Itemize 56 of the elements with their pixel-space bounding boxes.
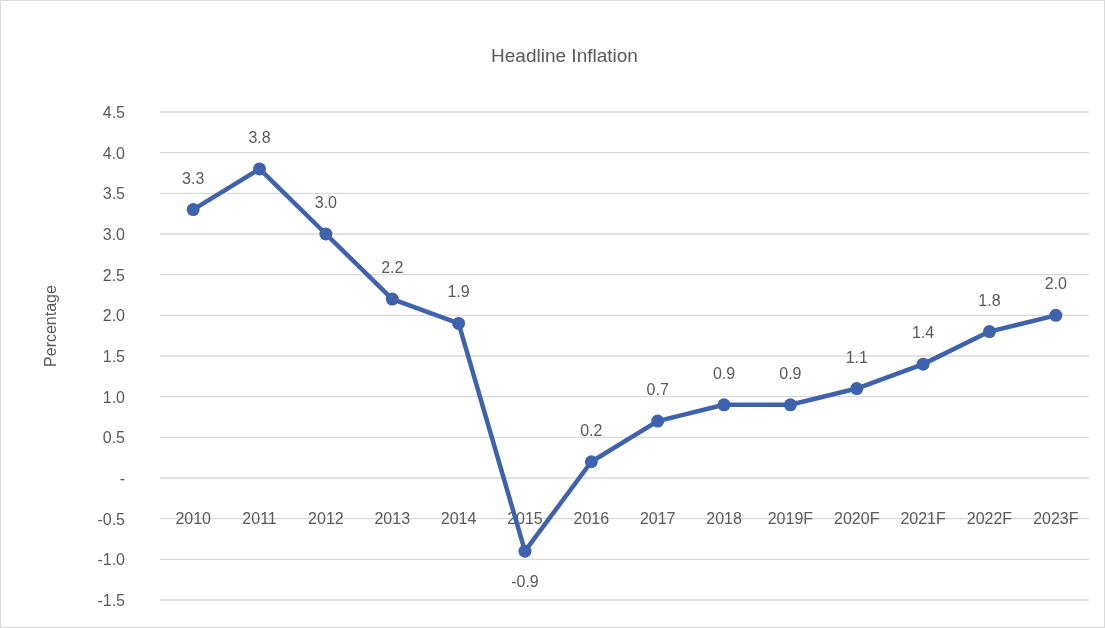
point xyxy=(518,544,532,558)
x-tick-label: 2023F xyxy=(1033,510,1079,527)
x-tick-label: 2021F xyxy=(900,510,947,527)
text: 1.9 xyxy=(447,283,470,301)
y-tick-label: -1.5 xyxy=(97,592,126,609)
point xyxy=(385,292,399,306)
text: -0.9 xyxy=(511,573,539,591)
y-tick-label: -0.5 xyxy=(97,510,126,528)
x-tick-label: 2013 xyxy=(374,510,411,527)
point xyxy=(717,398,731,412)
text: 0.9 xyxy=(712,364,736,382)
x-tick-label: 2017 xyxy=(639,510,676,527)
point xyxy=(850,382,864,396)
x-tick-label: 2012 xyxy=(308,510,344,527)
point xyxy=(982,325,996,339)
point xyxy=(253,162,267,176)
point xyxy=(783,398,797,412)
text: 3.3 xyxy=(182,169,205,187)
text: 1.8 xyxy=(978,291,1001,309)
point xyxy=(651,414,665,428)
x-tick-label: 2022F xyxy=(966,510,1013,527)
x-tick-label: 2010 xyxy=(175,510,212,527)
y-tick-label: -1.0 xyxy=(97,551,126,569)
point xyxy=(584,455,598,469)
y-tick-label: - xyxy=(119,470,125,487)
text: 0.2 xyxy=(580,421,603,439)
y-axis-title: Percentage xyxy=(42,284,59,367)
point xyxy=(319,227,333,241)
y-tick-label: 2.0 xyxy=(102,307,126,325)
chart-title: Headline Inflation xyxy=(491,45,638,66)
x-tick-label: 2019F xyxy=(767,510,814,527)
point xyxy=(916,357,930,371)
text: 0.7 xyxy=(646,381,669,399)
point xyxy=(452,316,466,330)
text: 2.2 xyxy=(381,259,404,277)
x-tick-label: 2014 xyxy=(440,510,477,527)
x-tick-label: 2020F xyxy=(834,510,880,527)
text: 1.1 xyxy=(845,348,868,366)
y-tick-label: 1.0 xyxy=(102,388,126,406)
text: 2.0 xyxy=(1044,275,1067,293)
point xyxy=(1049,308,1063,322)
x-tick-label: 2016 xyxy=(573,510,610,527)
x-tick-label: 2018 xyxy=(706,510,742,527)
text: 3.8 xyxy=(248,128,271,146)
y-tick-label: 3.0 xyxy=(102,226,126,243)
y-tick-label: 3.5 xyxy=(102,185,126,203)
text: 0.9 xyxy=(779,364,802,382)
x-tick-label: 2011 xyxy=(242,510,277,527)
y-tick-label: 4.0 xyxy=(102,144,126,162)
y-tick-label: 1.5 xyxy=(102,348,126,365)
y-tick-label: 2.5 xyxy=(102,266,126,284)
text: 3.0 xyxy=(314,194,338,211)
y-tick-label: 0.5 xyxy=(102,429,126,447)
point xyxy=(186,203,200,217)
y-tick-label: 4.5 xyxy=(102,104,126,121)
text: 1.4 xyxy=(911,324,935,342)
